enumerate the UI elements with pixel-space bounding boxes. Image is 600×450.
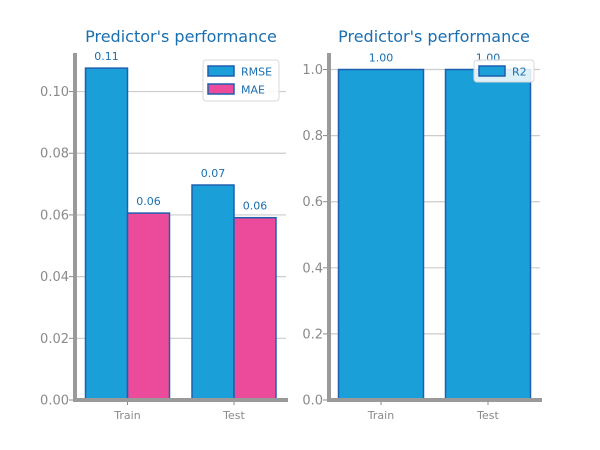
- y-tick-label: 0.00: [40, 394, 69, 409]
- legend-label: MAE: [241, 84, 265, 97]
- bar-mae-test: [233, 216, 277, 401]
- y-tick-label: 0.06: [40, 208, 69, 223]
- y-tick-label: 0.8: [302, 129, 323, 144]
- x-tick-label: Test: [222, 409, 245, 422]
- x-tick-label: Train: [113, 409, 140, 422]
- data-label: 0.11: [94, 50, 119, 63]
- y-tick-label: 0.08: [40, 147, 69, 162]
- bar-mae-train: [126, 212, 171, 401]
- bar-rmse-test: [191, 184, 235, 401]
- y-tick-label: 0.02: [40, 332, 69, 347]
- y-tick-label: 1.0: [302, 63, 323, 78]
- data-label: 1.00: [369, 52, 394, 65]
- y-tick-label: 0.4: [302, 261, 323, 276]
- legend-swatch: [478, 65, 506, 77]
- legend-swatch: [207, 65, 235, 77]
- bar-r2-train: [337, 68, 425, 401]
- y-tick-label: 0.0: [302, 394, 323, 409]
- chart-right: Predictor's performance 1.00 1.00 0.00.20…: [302, 27, 542, 422]
- x-tick-label: Test: [476, 409, 499, 422]
- y-tick-label: 0.04: [40, 270, 69, 285]
- legend-label: R2: [512, 66, 527, 79]
- bar-rmse-train: [84, 67, 129, 401]
- y-tick-label: 0.2: [302, 327, 323, 342]
- y-tick-label: 0.10: [40, 85, 69, 100]
- bar-r2-test: [444, 68, 532, 401]
- data-label: 0.07: [201, 167, 226, 180]
- y-tick-label: 0.6: [302, 195, 323, 210]
- legend: R2: [473, 59, 535, 83]
- chart-left: Predictor's performance 0.11 0.06 0.07 0.06…: [40, 27, 288, 422]
- chart-title: Predictor's performance: [85, 27, 277, 46]
- x-tick-label: Train: [367, 409, 394, 422]
- data-label: 0.06: [243, 200, 268, 213]
- legend-label: RMSE: [241, 66, 272, 79]
- data-label: 0.06: [136, 195, 161, 208]
- legend-swatch: [207, 83, 235, 95]
- chart-title: Predictor's performance: [338, 27, 530, 46]
- legend: RMSE MAE: [202, 59, 280, 102]
